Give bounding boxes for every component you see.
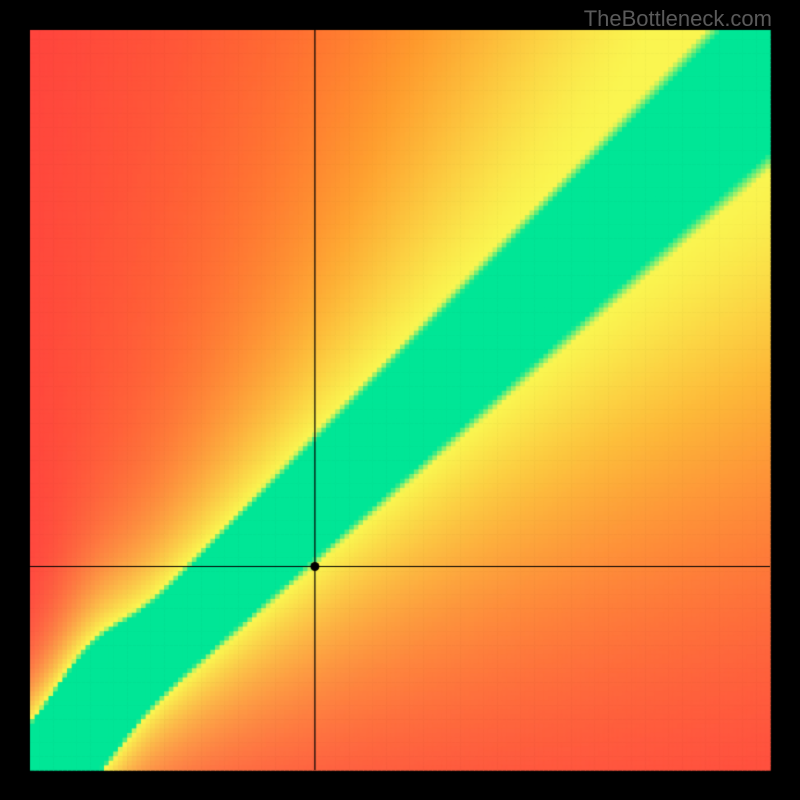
chart-container: TheBottleneck.com (0, 0, 800, 800)
bottleneck-heatmap (0, 0, 800, 800)
watermark-text: TheBottleneck.com (584, 6, 772, 32)
